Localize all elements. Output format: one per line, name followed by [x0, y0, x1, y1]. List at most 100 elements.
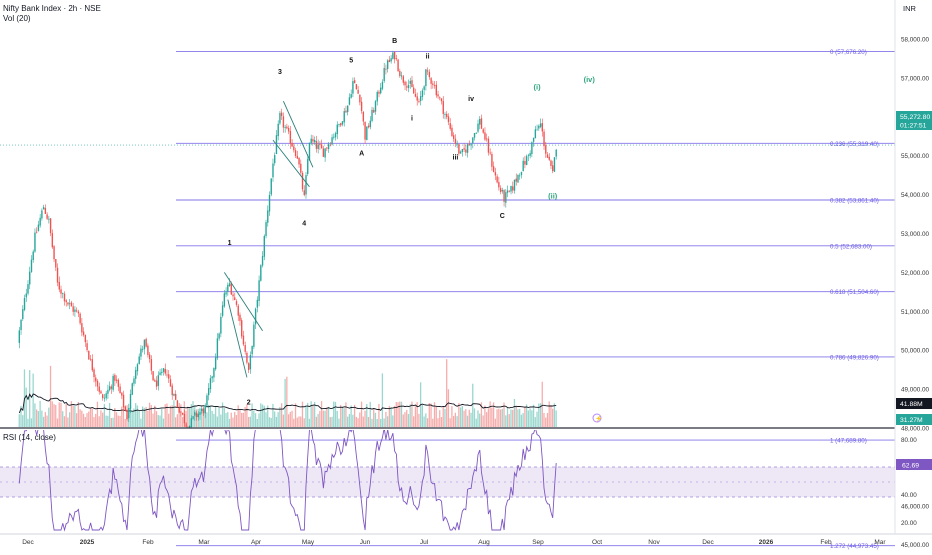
volume-bar [107, 415, 109, 427]
wave-label[interactable]: (iv) [584, 75, 596, 84]
candle-body [345, 110, 347, 113]
volume-bar [393, 405, 396, 427]
wave-label[interactable]: ii [426, 53, 430, 60]
volume-bar [531, 410, 533, 427]
candle-body [350, 94, 352, 98]
trendline[interactable] [223, 272, 263, 331]
price-tick-label: 53,000.00 [901, 231, 930, 238]
wave-label[interactable]: i [411, 116, 413, 123]
candle-body [201, 408, 203, 412]
wave-label[interactable]: C [500, 213, 505, 220]
candle-body [411, 80, 413, 88]
volume-bar [254, 413, 257, 427]
volume-bar [553, 403, 556, 427]
candle-body [230, 283, 232, 295]
candle-body [364, 121, 366, 140]
candle-body [107, 389, 109, 394]
wave-label[interactable]: 5 [349, 57, 353, 64]
volume-bar [48, 407, 50, 427]
rsi-tick-label: 20.00 [901, 520, 917, 527]
volume-bar [246, 404, 248, 427]
candle-body [256, 299, 259, 308]
candle-body [512, 186, 514, 191]
candle-body [341, 121, 344, 125]
candle-body [440, 98, 443, 102]
volume-bar [491, 407, 493, 427]
wave-label[interactable]: iv [468, 96, 474, 103]
candle-body [447, 116, 450, 123]
fib-level-label: 0.786 (49,826.90) [830, 354, 879, 361]
volume-bar [373, 408, 375, 427]
volume-bar [161, 408, 163, 427]
candle-body [400, 75, 403, 77]
candle-body [536, 129, 538, 131]
volume-bar [268, 417, 271, 427]
candle-body [494, 172, 497, 176]
candle-body [178, 407, 180, 413]
volume-bar [432, 418, 434, 427]
volume-bar [192, 401, 194, 427]
volume-bar [479, 413, 481, 427]
candle-body [305, 175, 307, 195]
candle-body [435, 84, 438, 96]
price-tick-label: 46,000.00 [901, 503, 930, 510]
candle-body [362, 111, 365, 122]
wave-label[interactable]: A [359, 151, 364, 158]
candle-body [470, 144, 472, 146]
candle-body [378, 91, 380, 94]
volume-bar [46, 415, 48, 427]
volume-bar [58, 402, 60, 427]
volume-bar [56, 418, 59, 427]
candle-body [190, 418, 193, 427]
volume-bar [492, 402, 495, 427]
candle-body [519, 175, 521, 177]
currency-label[interactable]: INR [903, 4, 917, 13]
volume-bar [482, 415, 484, 427]
trendline[interactable] [283, 101, 314, 168]
candle-body [218, 333, 220, 339]
wave-label[interactable]: (ii) [548, 191, 558, 200]
wave-label[interactable]: (i) [534, 83, 542, 92]
volume-bar [501, 408, 503, 427]
rsi-line [18, 430, 557, 532]
candle-body [169, 379, 172, 387]
candle-body [326, 147, 328, 149]
wave-label[interactable]: B [392, 38, 397, 45]
wave-label[interactable]: 1 [228, 240, 232, 247]
volume-bar [303, 418, 305, 427]
candle-body [373, 110, 375, 113]
volume-bar [20, 405, 22, 427]
candle-body [208, 388, 210, 396]
time-tick-label: Jun [360, 539, 371, 546]
volume-bar [216, 416, 218, 427]
volume-bar [284, 378, 286, 427]
wave-label[interactable]: 4 [302, 221, 306, 228]
volume-bar [371, 418, 373, 427]
candle-body [74, 309, 76, 312]
alert-marker-icon[interactable] [592, 413, 602, 423]
trendline[interactable] [272, 139, 310, 188]
wave-label[interactable]: iii [453, 155, 459, 162]
candle-body [506, 190, 509, 193]
candle-body [181, 412, 184, 415]
candle-body [96, 380, 99, 387]
volume-bar [359, 412, 361, 427]
wave-label[interactable]: 2 [247, 400, 251, 407]
volume-bar [489, 401, 491, 427]
wave-label[interactable]: 3 [278, 69, 282, 76]
candle-body [20, 319, 22, 331]
volume-bar [447, 389, 450, 427]
candle-body [100, 391, 102, 394]
volume-bar [484, 405, 486, 427]
volume-bar [34, 403, 36, 427]
volume-bar [256, 418, 258, 427]
volume-bar [439, 410, 441, 427]
candle-body [541, 123, 543, 132]
candle-body [82, 331, 85, 336]
candle-body [340, 123, 342, 126]
candle-body [223, 293, 226, 307]
trendline[interactable] [227, 299, 248, 378]
alert-marker-glyph: ⚡ [595, 415, 602, 423]
candle-body [291, 143, 293, 147]
